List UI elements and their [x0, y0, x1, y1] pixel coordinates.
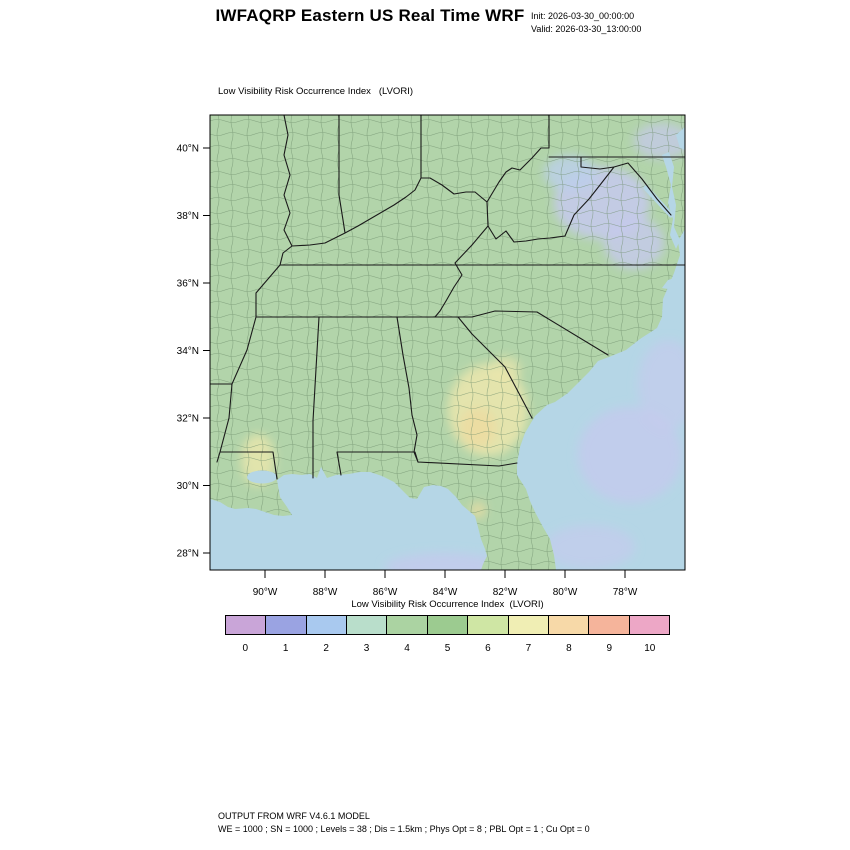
colorbar-cell	[548, 616, 590, 634]
delaware-bay	[676, 127, 685, 150]
lon-axis-label: 84°W	[433, 587, 458, 598]
page-title: IWFAQRP Eastern US Real Time WRF	[215, 6, 525, 25]
colorbar-cell	[427, 616, 469, 634]
albemarle-sound	[662, 275, 685, 292]
colorbar-tick-label: 5	[444, 643, 451, 654]
colorbar-cells	[225, 615, 670, 635]
gulf-of-mexico	[210, 467, 487, 570]
colorbar-tick-label: 8	[566, 643, 572, 654]
axis-ticks	[203, 147, 626, 578]
colorbar-cell	[629, 616, 669, 634]
latitude-axis: 40°N 38°N 36°N 34°N 32°N 30°N 28°N	[177, 144, 199, 560]
valid-timestamp: Valid: 2026-03-30_13:00:00	[531, 24, 642, 34]
lat-axis-label: 28°N	[177, 549, 199, 560]
colorbar-tick-label: 7	[525, 643, 532, 654]
chesapeake-bay	[662, 152, 680, 249]
colorbar-cell	[266, 616, 307, 634]
state-borders	[210, 115, 685, 480]
map-content	[210, 115, 685, 570]
lon-axis-label: 82°W	[493, 587, 518, 598]
lon-axis-label: 90°W	[253, 587, 278, 598]
lat-axis-label: 38°N	[177, 211, 199, 222]
colorbar-cell	[387, 616, 428, 634]
map-frame	[209, 114, 686, 571]
lon-axis-label: 80°W	[553, 587, 578, 598]
colorbar-tick-label: 9	[606, 643, 613, 654]
lat-axis-label: 34°N	[177, 346, 199, 357]
init-timestamp: Init: 2026-03-30_00:00:00	[531, 11, 635, 21]
footer-model-line: OUTPUT FROM WRF V4.6.1 MODEL	[218, 811, 370, 821]
colorbar-cell	[468, 616, 509, 634]
colorbar-cell	[306, 616, 348, 634]
lat-axis-label: 40°N	[177, 144, 199, 155]
longitude-axis: 90°W 88°W 86°W 84°W 82°W 80°W 78°W	[253, 587, 638, 598]
lvori-map: 40°N 38°N 36°N 34°N 32°N 30°N 28°N 90°W …	[177, 114, 686, 598]
colorbar-tick-label: 1	[282, 643, 289, 654]
lon-axis-label: 78°W	[613, 587, 638, 598]
lvori-ocean-patches	[385, 340, 685, 570]
colorbar-tick-label: 10	[644, 643, 656, 654]
lat-axis-label: 36°N	[177, 279, 199, 290]
footer-config-line: WE = 1000 ; SN = 1000 ; Levels = 38 ; Di…	[218, 824, 590, 834]
colorbar-tick-label: 2	[323, 643, 329, 654]
colorbar-tick-label: 3	[363, 643, 370, 654]
lon-axis-label: 86°W	[373, 587, 398, 598]
lat-axis-label: 30°N	[177, 481, 199, 492]
colorbar-cell	[508, 616, 549, 634]
colorbar-tick-label: 0	[242, 643, 248, 654]
lake-pontchartrain	[247, 470, 277, 484]
colorbar-tick-label: 6	[485, 643, 491, 654]
colorbar-cell	[226, 616, 267, 634]
colorbar-ticks: 0 1 2 3 4 5 6 7 8 9 10	[225, 643, 670, 654]
map-subtitle: Low Visibility Risk Occurrence Index (LV…	[218, 86, 413, 97]
colorbar-tick-label: 4	[404, 643, 410, 654]
footer: OUTPUT FROM WRF V4.6.1 MODEL WE = 1000 ;…	[218, 810, 590, 836]
pamlico-sound	[662, 304, 685, 323]
lon-axis-label: 88°W	[313, 587, 338, 598]
colorbar-cell	[589, 616, 630, 634]
lat-axis-label: 32°N	[177, 414, 199, 425]
timestamps: Init: 2026-03-30_00:00:00 Valid: 2026-03…	[531, 10, 641, 36]
colorbar-cell	[347, 616, 388, 634]
colorbar-title: Low Visibility Risk Occurrence Index (LV…	[351, 599, 544, 610]
